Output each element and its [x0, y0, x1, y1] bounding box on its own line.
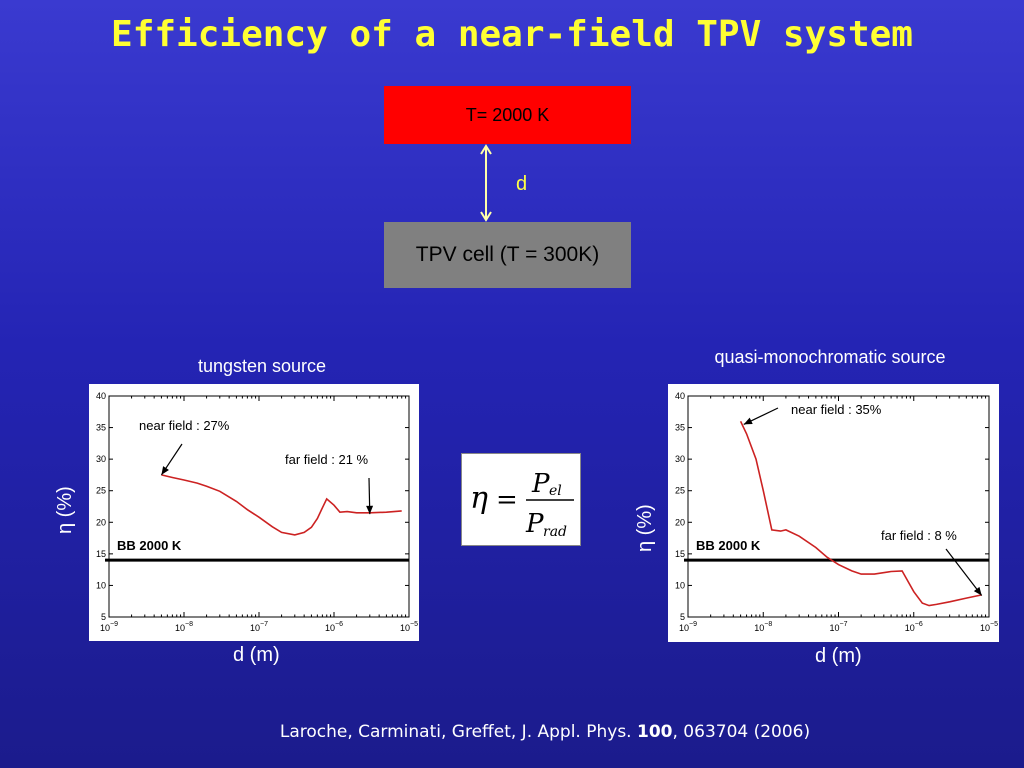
efficiency-curve [739, 420, 982, 607]
y-tick-label: 35 [675, 423, 685, 433]
chart-quasi-mono: 5 10 15 20 25 30 35 40 10−9 10−8 10−7 10−6 10−5 BB 20… [668, 384, 999, 642]
y-axis-title-quasi-mono: η (%) [634, 504, 656, 552]
gap-label: d [516, 173, 528, 195]
formula-equals: = [496, 485, 518, 515]
y-tick-label: 10 [96, 580, 106, 590]
annotation-arrowhead [366, 505, 374, 515]
slide-title: Efficiency of a near-field TPV system [111, 14, 913, 55]
tpv-cell-box: TPV cell (T = 300K) [384, 222, 631, 288]
y-tick-label: 25 [96, 486, 106, 496]
formula-numerator: P [531, 469, 550, 499]
annotation-arrow [945, 548, 983, 596]
chart-tungsten: 5 10 15 20 25 30 35 40 10−9 10−8 10−7 10−6 10−5 BB 20… [89, 384, 419, 641]
chart-tungsten-svg: 5 10 15 20 25 30 35 40 10−9 10−8 10−7 10−6 10−5 BB 20… [96, 391, 418, 633]
citation-rest: , 063704 (2006) [672, 722, 811, 742]
annotation-arrowhead [161, 466, 169, 475]
annotation-arrowhead [973, 586, 982, 596]
annotation-label: far field : 8 % [881, 528, 957, 543]
annotation-label: far field : 21 % [285, 452, 369, 467]
x-tick-label: 10−5 [980, 621, 998, 633]
formula-svg: η = P el P rad [470, 469, 574, 540]
bb-baseline-label: BB 2000 K [696, 538, 761, 553]
x-tick-label: 10−9 [100, 621, 118, 633]
chart-title-tungsten: tungsten source [197, 356, 327, 376]
formula-numerator-sub: el [549, 483, 562, 499]
x-tick-label: 10−8 [175, 621, 193, 633]
y-tick-label: 25 [675, 486, 685, 496]
x-tick-label: 10−7 [830, 621, 848, 633]
hot-source-box: T= 2000 K [384, 86, 631, 144]
formula-denominator-sub: rad [543, 524, 567, 540]
x-tick-label: 10−5 [400, 621, 418, 633]
formula-denominator: P [525, 509, 544, 539]
efficiency-curve [161, 474, 402, 536]
x-tick-label: 10−6 [905, 621, 923, 633]
y-axis-title-tungsten: η (%) [54, 486, 76, 534]
x-axis-title-tungsten: d (m) [233, 644, 280, 666]
citation: Laroche, Carminati, Greffet, J. Appl. Ph… [0, 722, 1024, 742]
y-tick-label: 35 [96, 423, 106, 433]
citation-volume: 100 [637, 722, 673, 742]
y-tick-label: 40 [675, 391, 685, 401]
x-axis-title-quasi-mono: d (m) [815, 645, 862, 667]
y-tick-label: 5 [101, 612, 106, 622]
y-tick-label: 10 [675, 580, 685, 590]
annotation-label: near field : 27% [139, 418, 230, 433]
y-tick-label: 30 [96, 454, 106, 464]
y-tick-label: 5 [680, 612, 685, 622]
y-tick-label: 20 [96, 517, 106, 527]
y-tick-label: 20 [675, 517, 685, 527]
x-tick-label: 10−7 [250, 621, 268, 633]
citation-authors: Laroche, Carminati, Greffet, J. Appl. Ph… [279, 722, 637, 742]
formula-eta: η [470, 481, 488, 516]
plot-frame [687, 395, 990, 618]
y-tick-label: 40 [96, 391, 106, 401]
y-tick-label: 30 [675, 454, 685, 464]
y-tick-label: 15 [675, 549, 685, 559]
x-tick-label: 10−6 [325, 621, 343, 633]
chart-title-quasi-mono: quasi-monochromatic source [714, 347, 946, 367]
efficiency-formula: η = P el P rad [461, 453, 581, 546]
gap-double-arrow [480, 144, 492, 222]
y-tick-label: 15 [96, 549, 106, 559]
annotation-arrowhead [743, 417, 753, 425]
chart-quasi-mono-svg: 5 10 15 20 25 30 35 40 10−9 10−8 10−7 10−6 10−5 BB 20… [675, 391, 998, 633]
bb-baseline-label: BB 2000 K [117, 538, 182, 553]
x-tick-label: 10−8 [754, 621, 772, 633]
annotation-label: near field : 35% [791, 402, 882, 417]
x-tick-label: 10−9 [679, 621, 697, 633]
